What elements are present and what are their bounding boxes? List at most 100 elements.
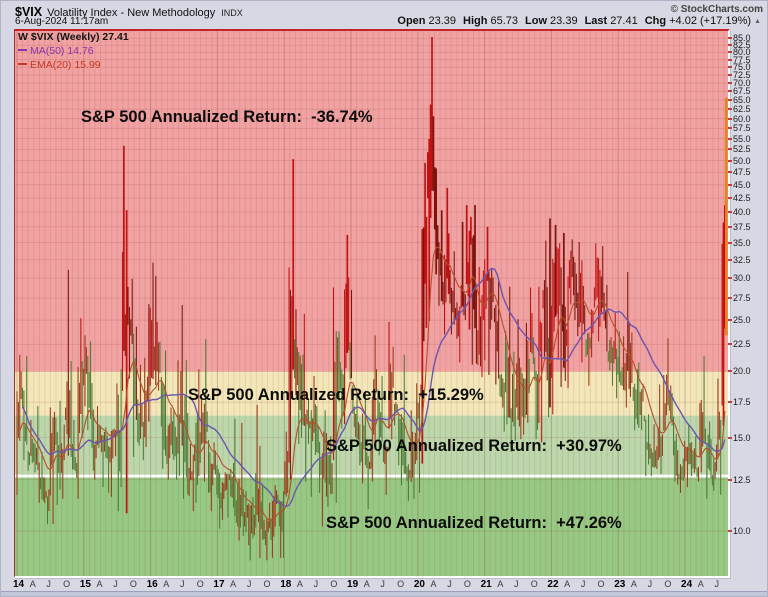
quote-low-label: Low xyxy=(525,15,548,27)
y-axis-tick xyxy=(728,210,732,213)
y-axis-label: 67.5 xyxy=(733,86,751,97)
zone-label-17-20: S&P 500 Annualized Return: +15.29% xyxy=(188,386,484,404)
quote-last-value: 27.41 xyxy=(610,15,638,27)
y-axis-label: 17.5 xyxy=(733,397,751,408)
y-axis-tick xyxy=(728,127,732,130)
y-axis-label: 80.0 xyxy=(733,47,751,58)
x-axis-month-label: O xyxy=(330,579,338,589)
y-axis-tick xyxy=(728,99,732,102)
y-axis-label: 52.5 xyxy=(733,144,751,155)
x-axis-month-label: J xyxy=(46,579,51,589)
x-axis-month-label: J xyxy=(514,579,519,589)
x-axis-month-label: J xyxy=(113,579,118,589)
zone-label-below-13: S&P 500 Annualized Return: +47.26% xyxy=(326,514,622,532)
price-plot-area xyxy=(14,29,730,578)
y-axis-label: 20.0 xyxy=(733,366,751,377)
quote-open-label: Open xyxy=(397,15,426,27)
y-axis-tick xyxy=(728,148,732,151)
y-axis-tick xyxy=(728,37,732,40)
quote-high-value: 65.73 xyxy=(490,15,519,27)
x-axis-month-label: O xyxy=(196,579,204,589)
y-axis-label: 50.0 xyxy=(733,155,751,166)
y-axis-label: 65.0 xyxy=(733,95,751,106)
x-axis-year-label: 20 xyxy=(413,579,425,590)
x-axis-year-label: 15 xyxy=(79,579,91,590)
x-axis-month-label: A xyxy=(497,579,504,589)
y-axis-label: 32.5 xyxy=(733,254,751,265)
title-line: $VIX Volatility Index - New Methodology IN… xyxy=(15,3,243,21)
y-axis-label: 15.0 xyxy=(733,432,751,443)
y-axis-label: 22.5 xyxy=(733,339,751,350)
ma50-line-swatch-icon xyxy=(18,49,27,51)
y-axis-label: 77.5 xyxy=(733,54,751,65)
exchange-label: INDX xyxy=(221,8,243,18)
x-axis-month-label: J xyxy=(580,579,586,589)
zone-label-above-20: S&P 500 Annualized Return: -36.74% xyxy=(81,108,373,126)
y-axis-label: 27.5 xyxy=(733,293,751,304)
y-axis-label: 55.0 xyxy=(733,133,751,144)
x-axis-month-label: O xyxy=(664,579,672,589)
y-axis-label: 42.5 xyxy=(733,192,751,203)
x-axis-month-label: O xyxy=(463,579,471,589)
x-axis-year-label: 22 xyxy=(547,579,559,590)
x-axis-year-label: 23 xyxy=(614,579,626,590)
x-axis-month-label: A xyxy=(29,579,36,589)
y-axis-tick xyxy=(728,74,732,77)
x-axis-month-label: A xyxy=(163,579,170,589)
chart-legend: W $VIX (Weekly) 27.41 MA(50) 14.76 EMA(2… xyxy=(18,30,129,72)
y-axis-tick xyxy=(728,108,732,111)
quote-line: Open 23.39 High 65.73 Low 23.39 Last 27.41 Chg +4… xyxy=(390,15,761,27)
legend-ma50: MA(50) 14.76 xyxy=(18,44,129,58)
x-axis-month-label: O xyxy=(129,579,137,589)
quote-high-label: High xyxy=(463,15,488,27)
x-axis-month-label: J xyxy=(246,579,252,589)
y-axis-tick xyxy=(728,82,732,85)
x-axis-year-label: 18 xyxy=(280,579,292,590)
y-axis-label: 62.5 xyxy=(733,104,751,115)
x-axis-year-label: 17 xyxy=(213,579,225,590)
x-axis-month-label: O xyxy=(530,579,538,589)
zone-label-13-17: S&P 500 Annualized Return: +30.97% xyxy=(326,437,622,455)
x-axis-year-label: 16 xyxy=(146,579,158,590)
x-axis-month-label: A xyxy=(230,579,237,589)
y-axis-tick xyxy=(728,530,732,532)
ma50-line xyxy=(21,267,726,508)
x-axis-month-label: A xyxy=(697,579,704,589)
y-axis-tick xyxy=(728,297,732,300)
timestamp: 6-Aug-2024 11:17am xyxy=(15,16,109,27)
y-axis-label: 57.5 xyxy=(733,123,751,134)
x-axis-month-label: A xyxy=(296,579,303,589)
x-axis-month-label: A xyxy=(630,579,637,589)
y-axis-tick xyxy=(728,171,732,174)
y-axis-label: 85.0 xyxy=(733,33,751,44)
y-axis-tick xyxy=(728,44,732,47)
x-axis-month-label: J xyxy=(380,579,385,589)
x-axis-month-label: A xyxy=(430,579,437,589)
x-axis-year-label: 19 xyxy=(347,579,359,590)
x-axis-month-label: J xyxy=(180,579,185,589)
y-axis-label: 12.5 xyxy=(733,474,751,485)
y-axis-tick xyxy=(728,277,732,280)
x-axis-month-label: O xyxy=(63,579,71,589)
quote-low-value: 23.39 xyxy=(550,15,578,27)
y-axis-label: 25.0 xyxy=(733,315,751,326)
x-axis-month-label: O xyxy=(597,579,605,589)
y-axis-label: 45.0 xyxy=(733,179,751,190)
chart-header: $VIX Volatility Index - New Methodology IN… xyxy=(1,1,767,29)
x-axis-month-label: J xyxy=(313,579,319,589)
y-axis-label: 37.5 xyxy=(733,221,751,232)
vix-weekly-candlestick-chart xyxy=(15,31,728,576)
quote-last-label: Last xyxy=(584,15,608,27)
x-axis-month-label: A xyxy=(363,579,370,589)
x-axis-month-label: J xyxy=(714,579,719,589)
quote-chg-label: Chg xyxy=(644,15,667,27)
x-axis-year-label: 14 xyxy=(13,579,25,590)
legend-vix-weekly-label: W $VIX (Weekly) 27.41 xyxy=(18,31,129,43)
quote-open-value: 23.39 xyxy=(428,15,457,27)
y-axis-label: 35.0 xyxy=(733,237,751,248)
y-axis-tick xyxy=(728,401,732,404)
y-axis-tick xyxy=(728,436,732,439)
y-axis-tick xyxy=(728,183,732,186)
y-axis-tick xyxy=(728,159,732,162)
